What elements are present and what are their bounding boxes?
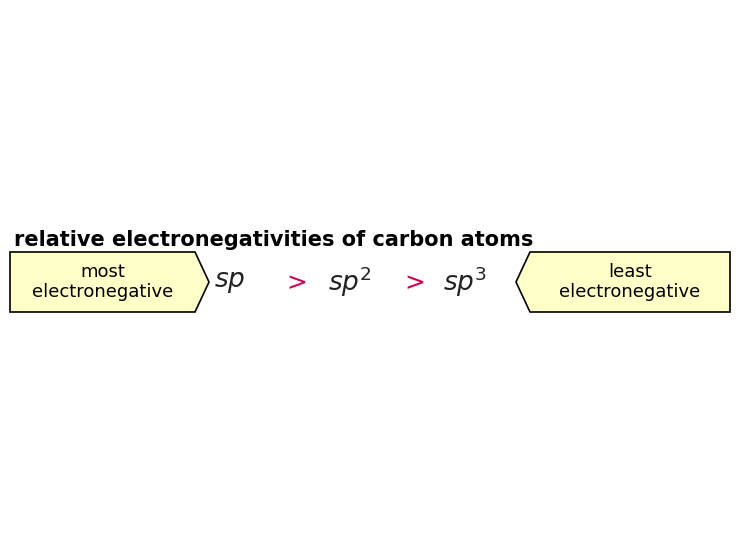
Polygon shape — [10, 252, 209, 312]
Polygon shape — [516, 252, 730, 312]
Text: $>$: $>$ — [401, 270, 425, 294]
Text: $sp$: $sp$ — [214, 269, 245, 295]
Text: $>$: $>$ — [283, 270, 307, 294]
Text: least
electronegative: least electronegative — [560, 263, 700, 301]
Text: most
electronegative: most electronegative — [32, 263, 173, 301]
Text: $sp^{3}$: $sp^{3}$ — [443, 265, 487, 299]
Text: relative electronegativities of carbon atoms: relative electronegativities of carbon a… — [14, 230, 533, 250]
Text: $sp^{2}$: $sp^{2}$ — [328, 265, 372, 299]
